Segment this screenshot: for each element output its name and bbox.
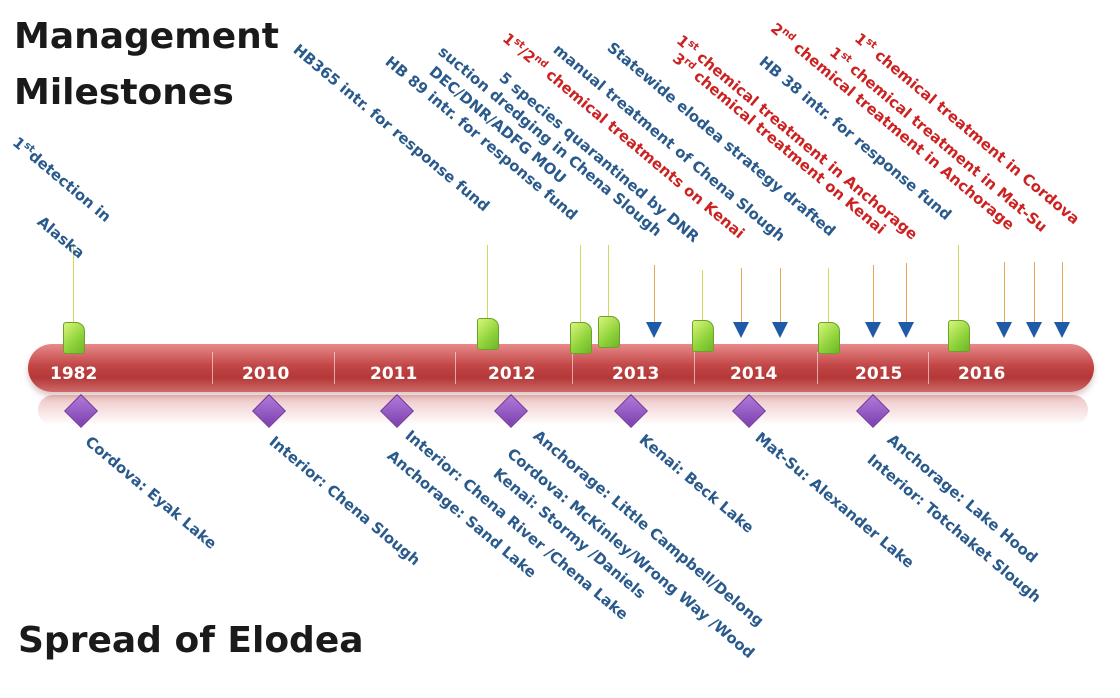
marker-stem [580, 245, 581, 322]
timeline-separator [928, 352, 929, 384]
milestone-block-marker [692, 320, 714, 352]
marker-stem [828, 268, 829, 322]
milestone-block-marker [948, 320, 970, 352]
marker-stem [958, 245, 959, 320]
timeline-separator [694, 352, 695, 384]
marker-stem [702, 270, 703, 320]
year-label: 2012 [488, 364, 536, 384]
timeline-separator [817, 352, 818, 384]
arrow-stem [906, 263, 907, 323]
marker-stem [73, 245, 74, 322]
arrow-stem [780, 268, 781, 323]
arrow-stem [1004, 262, 1005, 323]
year-label: 2013 [612, 364, 660, 384]
year-label: 2014 [730, 364, 778, 384]
spread-label: Cordova: Eyak Lake [81, 432, 221, 553]
milestone-block-marker [477, 318, 499, 350]
timeline-reflection [38, 395, 1088, 425]
year-label: 2010 [242, 364, 290, 384]
arrow-stem [1062, 262, 1063, 323]
arrow-stem [873, 265, 874, 323]
arrow-down-icon [772, 322, 788, 338]
timeline-separator [212, 352, 213, 384]
milestone-block-marker [818, 322, 840, 354]
year-label: 1982 [50, 364, 98, 384]
arrow-down-icon [865, 322, 881, 338]
year-label: 2015 [855, 364, 903, 384]
arrow-stem [741, 268, 742, 323]
arrow-down-icon [1054, 322, 1070, 338]
arrow-down-icon [898, 322, 914, 338]
arrow-down-icon [646, 322, 662, 338]
heading-spread-of-elodea: Spread of Elodea [18, 620, 364, 661]
heading-milestones: Milestones [14, 72, 234, 113]
year-label: 2011 [370, 364, 418, 384]
milestone-block-marker [598, 316, 620, 348]
milestone-label: Alaska [33, 212, 89, 263]
heading-management: Management [14, 16, 279, 57]
milestone-block-marker [63, 322, 85, 354]
milestone-block-marker [570, 322, 592, 354]
arrow-stem [654, 265, 655, 323]
marker-stem [608, 245, 609, 316]
arrow-down-icon [733, 322, 749, 338]
timeline-separator [334, 352, 335, 384]
milestone-label: 1stdetection in [9, 133, 115, 226]
timeline-bar [28, 344, 1094, 392]
arrow-stem [1034, 262, 1035, 323]
marker-stem [487, 245, 488, 318]
timeline-separator [455, 352, 456, 384]
spread-label: Interior: Totchaket Slough [863, 450, 1045, 607]
year-label: 2016 [958, 364, 1006, 384]
arrow-down-icon [1026, 322, 1042, 338]
arrow-down-icon [996, 322, 1012, 338]
timeline-separator [572, 352, 573, 384]
